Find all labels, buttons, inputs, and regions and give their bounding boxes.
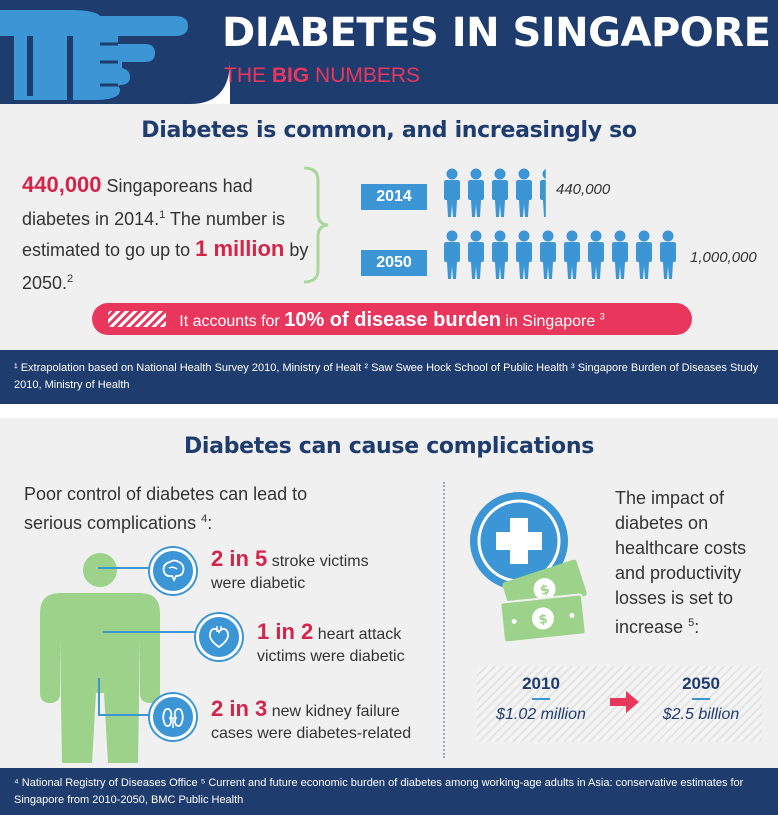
footnotes-top: ¹ Extrapolation based on National Health… (0, 350, 778, 404)
complication-stroke: 2 in 5 stroke victims were diabetic (211, 546, 369, 593)
curly-brace-icon (303, 166, 329, 284)
footnotes-bottom: ⁴ National Registry of Diseases Office ⁵… (0, 768, 778, 815)
person-icon (513, 168, 535, 218)
person-icon (489, 230, 511, 280)
page-subtitle: THE BIG NUMBERS (224, 64, 421, 87)
person-icon (537, 230, 559, 280)
count-label-2050: 1,000,000 (690, 249, 757, 266)
year-label-2014: 2014 (361, 184, 427, 210)
cost-year: 2010 (522, 674, 560, 693)
connector-line (98, 678, 100, 714)
svg-text:$: $ (538, 612, 549, 628)
header-banner: DIABETES IN SINGAPORE THE BIG NUMBERS (0, 0, 778, 104)
person-icon (585, 230, 607, 280)
person-icon (609, 230, 631, 280)
people-row-2050 (441, 230, 681, 280)
medical-cross-icon (470, 492, 568, 590)
page-title: DIABETES IN SINGAPORE (222, 10, 771, 56)
brain-icon (150, 548, 196, 594)
divider (443, 482, 445, 758)
person-icon (513, 230, 535, 280)
person-icon (441, 168, 463, 218)
person-icon (465, 168, 487, 218)
person-icon (657, 230, 679, 280)
cost-divider (692, 698, 710, 700)
person-icon (441, 230, 463, 280)
disease-burden-banner: It accounts for 10% of disease burden in… (92, 303, 692, 335)
cost-2050: 2050 $2.5 billion (641, 674, 761, 724)
cost-value: $2.5 billion (662, 706, 740, 723)
cost-year: 2050 (682, 674, 720, 693)
complications-section: Diabetes can cause complications Poor co… (0, 418, 778, 768)
hatch-pattern (108, 311, 166, 327)
prevalence-section: Diabetes is common, and increasingly so … (0, 104, 778, 350)
human-body-icon (40, 553, 160, 763)
person-icon (465, 230, 487, 280)
pointing-hand-icon (0, 10, 230, 104)
person-icon (489, 168, 511, 218)
cost-2010: 2010 $1.02 million (481, 674, 601, 724)
complication-kidney-failure: 2 in 3 new kidney failure cases were diab… (211, 696, 412, 743)
person-icon (633, 230, 655, 280)
arrow-right-icon (610, 691, 639, 713)
money-bills-icon: $ $ (499, 559, 587, 644)
count-label-2014: 440,000 (556, 181, 611, 198)
kidney-icon (150, 694, 196, 740)
cost-divider (532, 698, 550, 700)
section-heading: Diabetes can cause complications (183, 434, 595, 459)
cost-value: $1.02 million (496, 706, 586, 723)
heart-icon (196, 614, 242, 660)
connector-line (103, 631, 197, 633)
connector-line (98, 567, 150, 569)
cost-comparison: 2010 $1.02 million 2050 $2.5 billion (477, 666, 762, 742)
year-label-2050: 2050 (361, 250, 427, 276)
complications-intro: Poor control of diabetes can lead to ser… (24, 484, 308, 533)
svg-text:$: $ (538, 582, 551, 599)
disease-burden-text: It accounts for 10% of disease burden in… (179, 309, 605, 331)
complication-heart-attack: 1 in 2 heart attack victims were diabetic (257, 619, 405, 666)
people-row-2014 (441, 168, 561, 218)
section-heading: Diabetes is common, and increasingly so (141, 118, 637, 143)
connector-line (98, 714, 150, 716)
person-icon (561, 230, 583, 280)
prevalence-text: 440,000 Singaporeans had diabetes in 201… (22, 172, 309, 293)
cost-impact-text: The impact of diabetes on healthcare cos… (615, 488, 747, 637)
person-icon (537, 168, 559, 218)
